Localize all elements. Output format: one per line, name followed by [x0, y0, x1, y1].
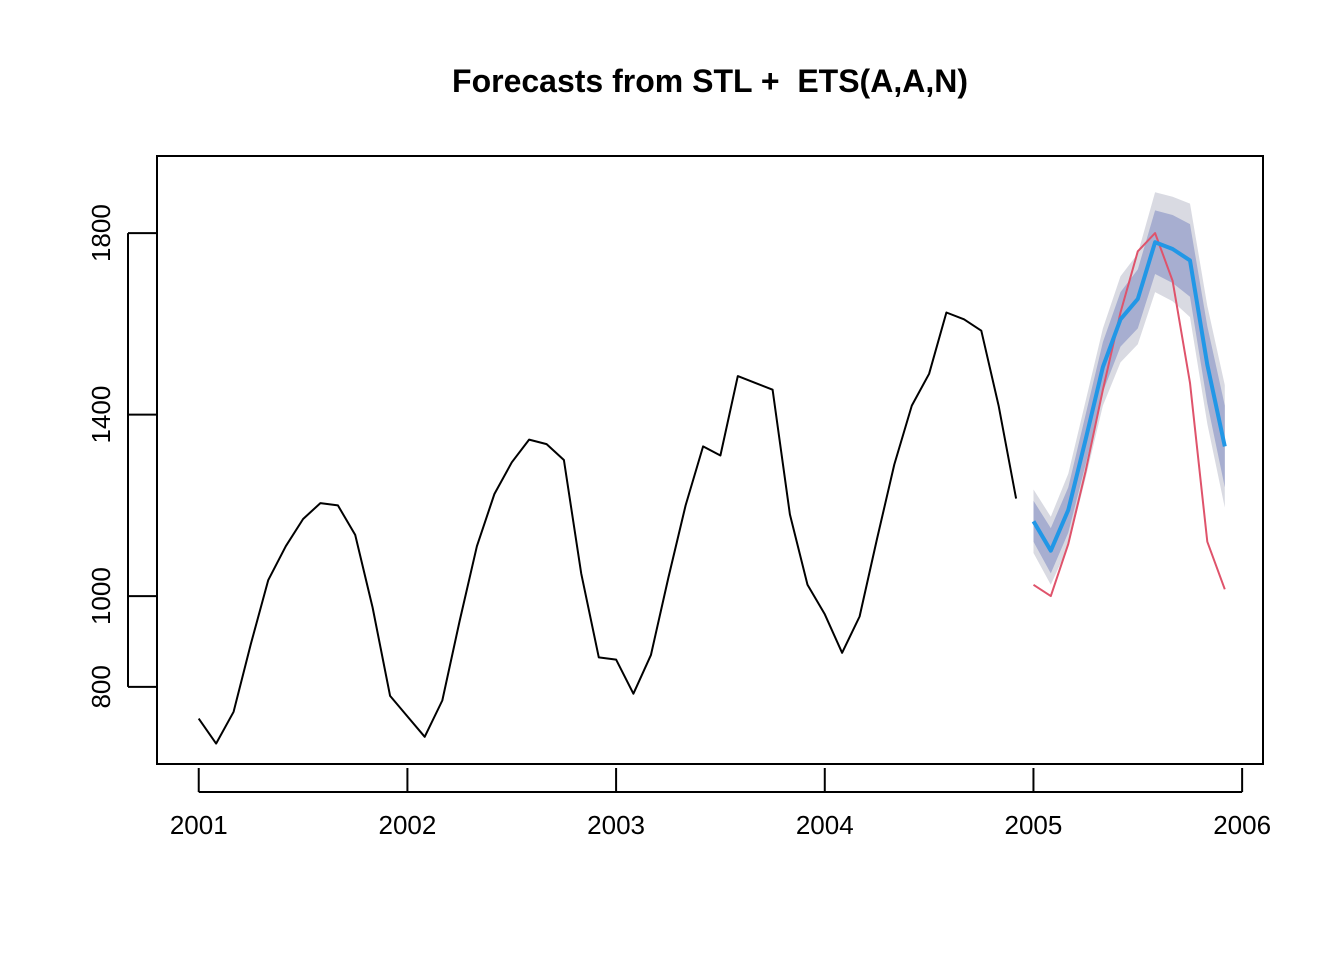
- chart-title: Forecasts from STL + ETS(A,A,N): [452, 63, 968, 99]
- y-tick-label: 1400: [86, 386, 116, 444]
- x-tick-label: 2002: [378, 810, 436, 840]
- band-80: [1033, 210, 1225, 574]
- x-tick-label: 2001: [170, 810, 228, 840]
- y-tick-label: 1000: [86, 567, 116, 625]
- x-tick-label: 2003: [587, 810, 645, 840]
- axes: 2001 2002 2003 2004 2005 2006 800 1000 1400 1800: [86, 204, 1271, 840]
- x-tick-label: 2004: [796, 810, 854, 840]
- actual-line: [1032, 232, 1226, 598]
- history-line: [197, 311, 1018, 745]
- series-lines: [197, 232, 1227, 745]
- x-tick-label: 2006: [1213, 810, 1271, 840]
- plot-frame: [156, 155, 1264, 765]
- y-tick-label: 800: [86, 665, 116, 708]
- forecast-line: [1031, 240, 1227, 553]
- x-tick-label: 2005: [1005, 810, 1063, 840]
- y-tick-label: 1800: [86, 204, 116, 262]
